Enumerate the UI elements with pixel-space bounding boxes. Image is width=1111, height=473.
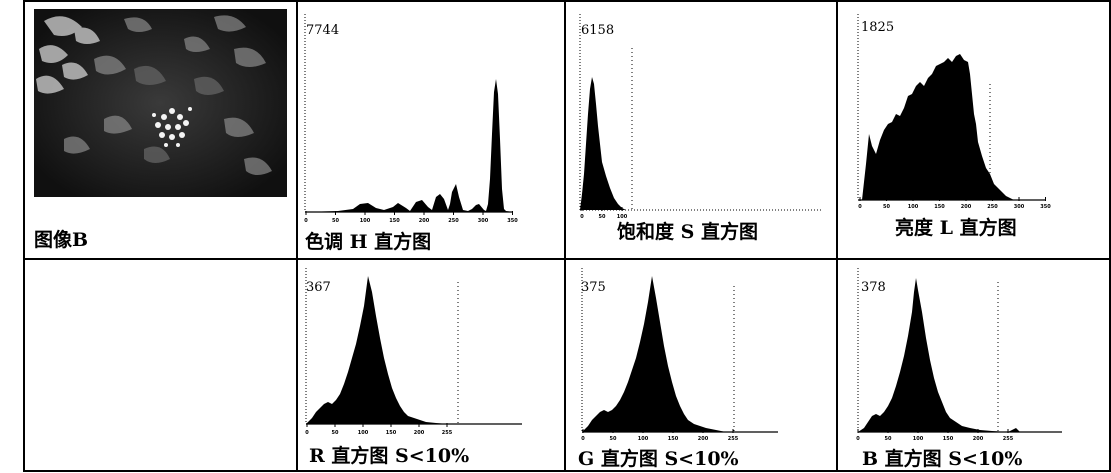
tick-labels: 0 50 100 150 200 255 <box>581 429 739 442</box>
hue-peak-label: 7744 <box>306 23 340 38</box>
tick-label: 200 <box>419 218 430 224</box>
tick-label: 0 <box>304 218 308 224</box>
tick-labels: 0 50 100 150 200 255 <box>305 423 453 436</box>
hue-caption: 色调 H 直方图 <box>305 231 432 253</box>
tick-label: 0 <box>580 214 584 220</box>
tick-labels: 0 50 100 <box>580 207 628 220</box>
tick-label: 50 <box>332 218 339 224</box>
green-peak-label: 375 <box>581 280 606 295</box>
blue-histogram: 0 50 100 150 200 255 <box>856 268 1062 442</box>
saturation-caption: 饱和度 S 直方图 <box>617 221 758 243</box>
lightness-peak-label: 1825 <box>861 20 895 35</box>
tick-label: 100 <box>360 218 371 224</box>
tick-label: 100 <box>638 436 649 442</box>
tick-label: 0 <box>305 430 309 436</box>
tick-label: 350 <box>507 218 518 224</box>
histogram-fill <box>862 54 1014 200</box>
lightness-caption: 亮度 L 直方图 <box>895 217 1017 239</box>
red-histogram: 0 50 100 150 200 255 <box>305 268 522 436</box>
tick-label: 0 <box>581 436 585 442</box>
tick-label: 300 <box>478 218 489 224</box>
image-label: 图像B <box>34 229 89 251</box>
tick-labels: 0 50 100 150 200 250 300 350 <box>304 211 518 224</box>
tick-label: 150 <box>934 204 945 210</box>
tick-label: 150 <box>668 436 679 442</box>
tick-label: 350 <box>1040 204 1051 210</box>
tick-label: 255 <box>442 430 453 436</box>
red-peak-label: 367 <box>306 280 331 295</box>
green-histogram: 0 50 100 150 200 255 <box>581 268 778 442</box>
blue-peak-label: 378 <box>861 280 886 295</box>
tick-label: 50 <box>883 204 890 210</box>
tick-label: 255 <box>1003 436 1014 442</box>
lightness-histogram: 0 50 100 150 200 250 300 350 <box>857 14 1051 210</box>
tick-label: 250 <box>448 218 459 224</box>
red-caption: R 直方图 S<10% <box>309 445 470 467</box>
tick-label: 250 <box>987 204 998 210</box>
blue-caption: B 直方图 S<10% <box>862 448 1023 470</box>
tick-label: 50 <box>610 436 617 442</box>
flower-photo <box>34 9 287 197</box>
saturation-peak-label: 6158 <box>581 23 615 38</box>
tick-label: 200 <box>973 436 984 442</box>
tick-label: 150 <box>943 436 954 442</box>
green-caption: G 直方图 S<10% <box>578 448 739 470</box>
tick-label: 100 <box>913 436 924 442</box>
tick-label: 50 <box>332 430 339 436</box>
histogram-fill <box>858 278 1020 432</box>
tick-label: 200 <box>414 430 425 436</box>
histogram-fill <box>306 276 448 424</box>
tick-label: 300 <box>1014 204 1025 210</box>
tick-label: 150 <box>389 218 400 224</box>
tick-label: 50 <box>599 214 606 220</box>
tick-label: 150 <box>386 430 397 436</box>
tick-label: 100 <box>617 214 628 220</box>
tick-label: 50 <box>885 436 892 442</box>
tick-labels: 0 50 100 150 200 250 300 350 <box>858 197 1051 210</box>
tick-label: 200 <box>698 436 709 442</box>
histogram-fill <box>580 77 626 210</box>
saturation-histogram: 0 50 100 <box>579 14 822 220</box>
tick-label: 0 <box>856 436 860 442</box>
histogram-fill <box>305 79 513 212</box>
tick-label: 200 <box>961 204 972 210</box>
hue-histogram: 0 50 100 150 200 250 300 350 <box>304 14 518 224</box>
tick-label: 0 <box>858 204 862 210</box>
tick-label: 100 <box>358 430 369 436</box>
tick-label: 100 <box>908 204 919 210</box>
histogram-fill <box>582 276 726 432</box>
tick-labels: 0 50 100 150 200 255 <box>856 429 1014 442</box>
tick-label: 255 <box>728 436 739 442</box>
